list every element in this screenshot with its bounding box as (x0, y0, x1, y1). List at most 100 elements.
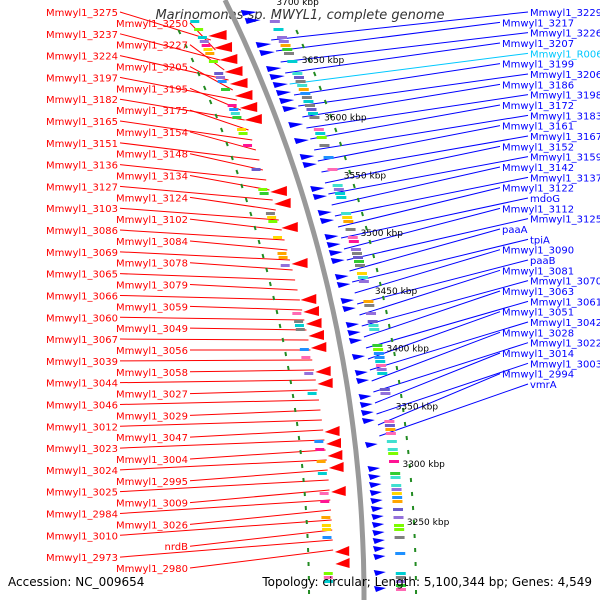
cog-feature (265, 212, 275, 215)
cog-feature (269, 20, 280, 23)
gene-label-Mmwyl1_3047: Mmwyl1_3047 (116, 433, 188, 444)
cog-feature (229, 108, 239, 111)
leader-line (379, 383, 529, 437)
cog-feature (364, 304, 375, 307)
gene-label-Mmwyl1_3049: Mmwyl1_3049 (116, 324, 188, 335)
leader-line (346, 218, 529, 261)
cog-feature (268, 220, 278, 223)
cog-feature (293, 76, 304, 79)
cog-feature (394, 536, 405, 539)
reverse-feature (368, 474, 381, 480)
cog-feature (292, 312, 302, 315)
tick-mark (375, 267, 379, 273)
cog-feature (267, 216, 277, 219)
cog-feature (357, 276, 368, 279)
gene-label-Mmwyl1_3250: Mmwyl1_3250 (116, 19, 188, 30)
forward-feature (328, 462, 344, 472)
reverse-feature (255, 42, 272, 48)
reverse-feature (299, 154, 315, 160)
forward-feature (219, 54, 238, 64)
tick-mark (385, 309, 388, 315)
tick-mark (301, 43, 305, 49)
leader-line (119, 519, 332, 536)
forward-feature (274, 198, 291, 208)
cog-feature (372, 344, 383, 347)
leader-line (119, 11, 211, 41)
leader-line (189, 389, 318, 395)
leader-line (340, 197, 529, 239)
right-gene-labels: Mmwyl1_3229Mmwyl1_3217Mmwyl1_3226Mmwyl1_… (502, 8, 600, 391)
cog-feature (294, 320, 304, 323)
reverse-feature (317, 210, 332, 216)
reverse-feature (358, 394, 372, 400)
cog-feature (303, 100, 314, 103)
cog-feature (258, 188, 268, 191)
reverse-feature (368, 482, 382, 488)
cog-feature (363, 300, 374, 303)
cog-feature (366, 312, 377, 315)
map-title: Marinomonas sp. MWYL1, complete genome (155, 8, 445, 23)
scale-label: 3700 kbp (276, 0, 319, 8)
gene-label-Mmwyl1_3025: Mmwyl1_3025 (46, 488, 118, 499)
tick-mark (240, 183, 244, 189)
gene-label-mdoG: mdoG (530, 194, 560, 205)
reverse-feature (272, 82, 289, 88)
leader-line (189, 262, 293, 271)
gene-label-Mmwyl1_3183: Mmwyl1_3183 (530, 111, 600, 122)
tick-mark (323, 99, 328, 105)
leader-line (352, 238, 529, 283)
tick-mark (329, 113, 333, 119)
reverse-feature (370, 506, 384, 512)
gene-label-Mmwyl1_3010: Mmwyl1_3010 (46, 531, 118, 542)
left-leader-lines (119, 11, 334, 569)
gene-label-Mmwyl1_3081: Mmwyl1_3081 (502, 266, 574, 277)
reverse-feature (342, 306, 356, 312)
gene-label-Mmwyl1_2984: Mmwyl1_2984 (46, 509, 118, 520)
cog-feature (347, 236, 358, 239)
cog-feature (259, 192, 269, 195)
cog-feature (335, 192, 346, 195)
gene-label-Mmwyl1_3102: Mmwyl1_3102 (116, 215, 188, 226)
leader-line (189, 327, 307, 331)
reverse-feature (360, 410, 374, 416)
tick-mark (272, 295, 276, 301)
gene-label-Mmwyl1_3182: Mmwyl1_3182 (46, 95, 118, 106)
cog-feature (317, 472, 327, 475)
forward-feature (213, 42, 233, 52)
reverse-feature (340, 298, 355, 304)
tick-mark (318, 85, 322, 91)
genome-backbone (222, 0, 367, 600)
cog-feature (277, 36, 288, 39)
gene-label-Mmwyl1_3112: Mmwyl1_3112 (502, 204, 574, 215)
tick-mark (230, 155, 234, 161)
reverse-feature (312, 194, 328, 200)
cog-feature (395, 552, 406, 555)
forward-feature (208, 30, 227, 40)
forward-feature (334, 546, 350, 556)
tick-mark (253, 225, 257, 231)
gene-label-Mmwyl1_3022: Mmwyl1_3022 (530, 339, 600, 350)
gene-label-Mmwyl1_3029: Mmwyl1_3029 (116, 411, 188, 422)
cog-feature (298, 88, 309, 91)
leader-line (298, 73, 529, 107)
leader-line (275, 21, 501, 52)
cog-feature (199, 40, 209, 43)
tick-mark (382, 295, 385, 301)
leader-line (189, 449, 326, 460)
reverse-feature (369, 490, 383, 496)
leader-line (119, 316, 305, 321)
cog-feature (385, 432, 396, 435)
leader-line (119, 439, 325, 449)
tick-mark (387, 323, 391, 329)
gene-label-Mmwyl1_3014: Mmwyl1_3014 (502, 349, 574, 360)
cog-feature (221, 88, 231, 91)
leader-line (189, 66, 233, 91)
gene-label-Mmwyl1_R0063: Mmwyl1_R0063 (530, 49, 600, 60)
gene-label-Mmwyl1_3198: Mmwyl1_3198 (530, 91, 600, 102)
gene-label-Mmwyl1_3175: Mmwyl1_3175 (116, 106, 188, 117)
cog-feature (373, 352, 384, 355)
cog-feature (214, 72, 224, 75)
gene-label-Mmwyl1_3229: Mmwyl1_3229 (530, 8, 600, 19)
gene-label-Mmwyl1_3195: Mmwyl1_3195 (116, 84, 188, 95)
gene-label-Mmwyl1_3217: Mmwyl1_3217 (502, 18, 574, 29)
